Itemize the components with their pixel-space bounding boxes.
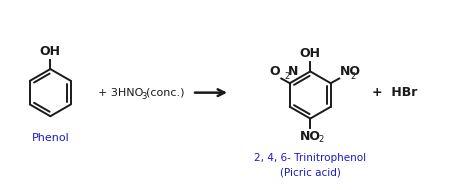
Text: NO: NO (340, 65, 361, 78)
Text: 2: 2 (318, 135, 323, 144)
Text: +  HBr: + HBr (372, 86, 417, 99)
Text: NO: NO (300, 130, 321, 143)
Text: OH: OH (300, 47, 321, 60)
Text: (conc.): (conc.) (146, 88, 184, 98)
Text: N: N (287, 65, 298, 78)
Text: O: O (270, 65, 280, 78)
Text: 2, 4, 6- Trinitrophenol: 2, 4, 6- Trinitrophenol (254, 153, 366, 162)
Text: + 3HNO: + 3HNO (98, 88, 143, 98)
Text: 3: 3 (141, 92, 146, 101)
Text: OH: OH (40, 45, 61, 58)
Text: Phenol: Phenol (31, 133, 69, 143)
Text: 2: 2 (351, 72, 356, 81)
Text: 2: 2 (284, 72, 289, 81)
Text: (Picric acid): (Picric acid) (280, 168, 341, 178)
